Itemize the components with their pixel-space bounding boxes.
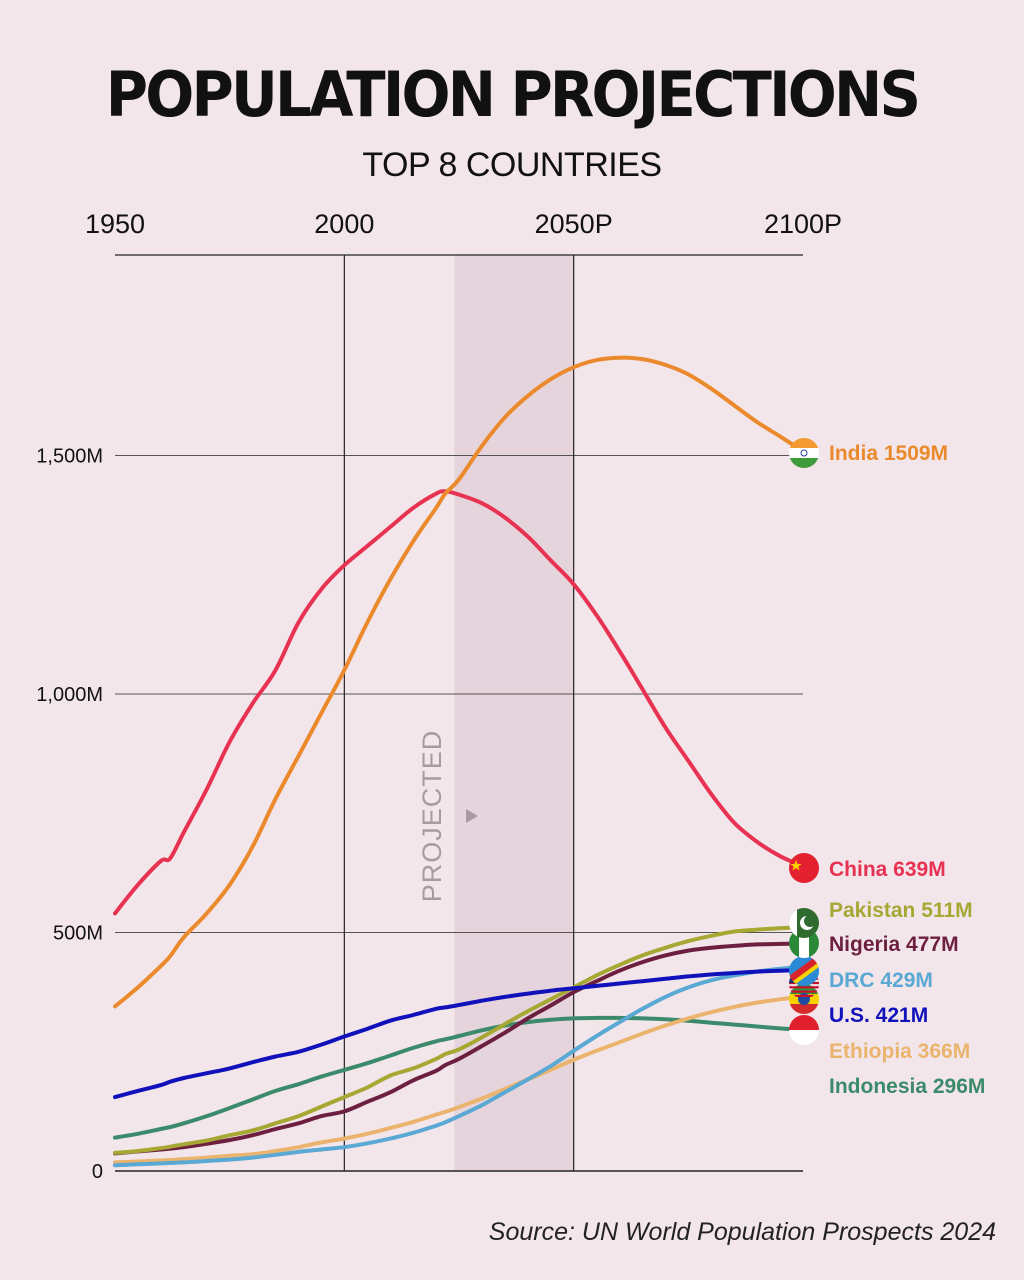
indonesia-flag xyxy=(789,1015,819,1045)
china-flag xyxy=(789,853,819,883)
x-tick-label: 2000 xyxy=(314,209,374,239)
series-line-us xyxy=(113,968,805,1100)
india-flag xyxy=(789,438,819,468)
y-tick-label: 1,000M xyxy=(36,684,103,706)
source-note: Source: UN World Population Prospects 20… xyxy=(488,1218,996,1246)
x-tick-label: 2100P xyxy=(764,209,842,239)
projected-label: PROJECTED xyxy=(417,730,447,903)
series-line-ethiopia xyxy=(113,994,805,1165)
y-tick-label: 500M xyxy=(53,923,103,945)
y-tick-label: 1,500M xyxy=(36,446,103,468)
end-label-indonesia: Indonesia 296M xyxy=(829,1075,985,1098)
nigeria-flag xyxy=(789,928,819,958)
ethiopia-flag xyxy=(789,984,819,1014)
end-label-nigeria: Nigeria 477M xyxy=(829,933,959,956)
chart-title: POPULATION PROJECTIONS xyxy=(105,58,921,131)
end-label-us: U.S. 421M xyxy=(829,1004,928,1027)
y-tick-label: 0 xyxy=(92,1161,103,1183)
x-tick-label: 1950 xyxy=(85,209,145,239)
pakistan-flag xyxy=(789,908,819,938)
end-label-india: India 1509M xyxy=(829,442,948,465)
series-line-india xyxy=(113,355,805,1009)
x-tick-label: 2050P xyxy=(535,209,613,239)
drc-flag xyxy=(789,956,819,986)
end-label-drc: DRC 429M xyxy=(829,969,933,992)
projected-arrow-icon xyxy=(466,809,478,823)
end-label-pakistan: Pakistan 511M xyxy=(829,899,973,922)
end-label-ethiopia: Ethiopia 366M xyxy=(829,1040,970,1063)
series-line-pakistan xyxy=(113,925,805,1155)
series-line-drc xyxy=(113,964,805,1168)
series-line-nigeria xyxy=(113,941,805,1156)
end-label-china: China 639M xyxy=(829,858,946,881)
chart-subtitle: TOP 8 COUNTRIES xyxy=(362,146,662,184)
